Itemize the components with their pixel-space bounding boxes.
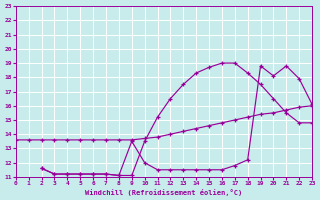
X-axis label: Windchill (Refroidissement éolien,°C): Windchill (Refroidissement éolien,°C) — [85, 189, 243, 196]
